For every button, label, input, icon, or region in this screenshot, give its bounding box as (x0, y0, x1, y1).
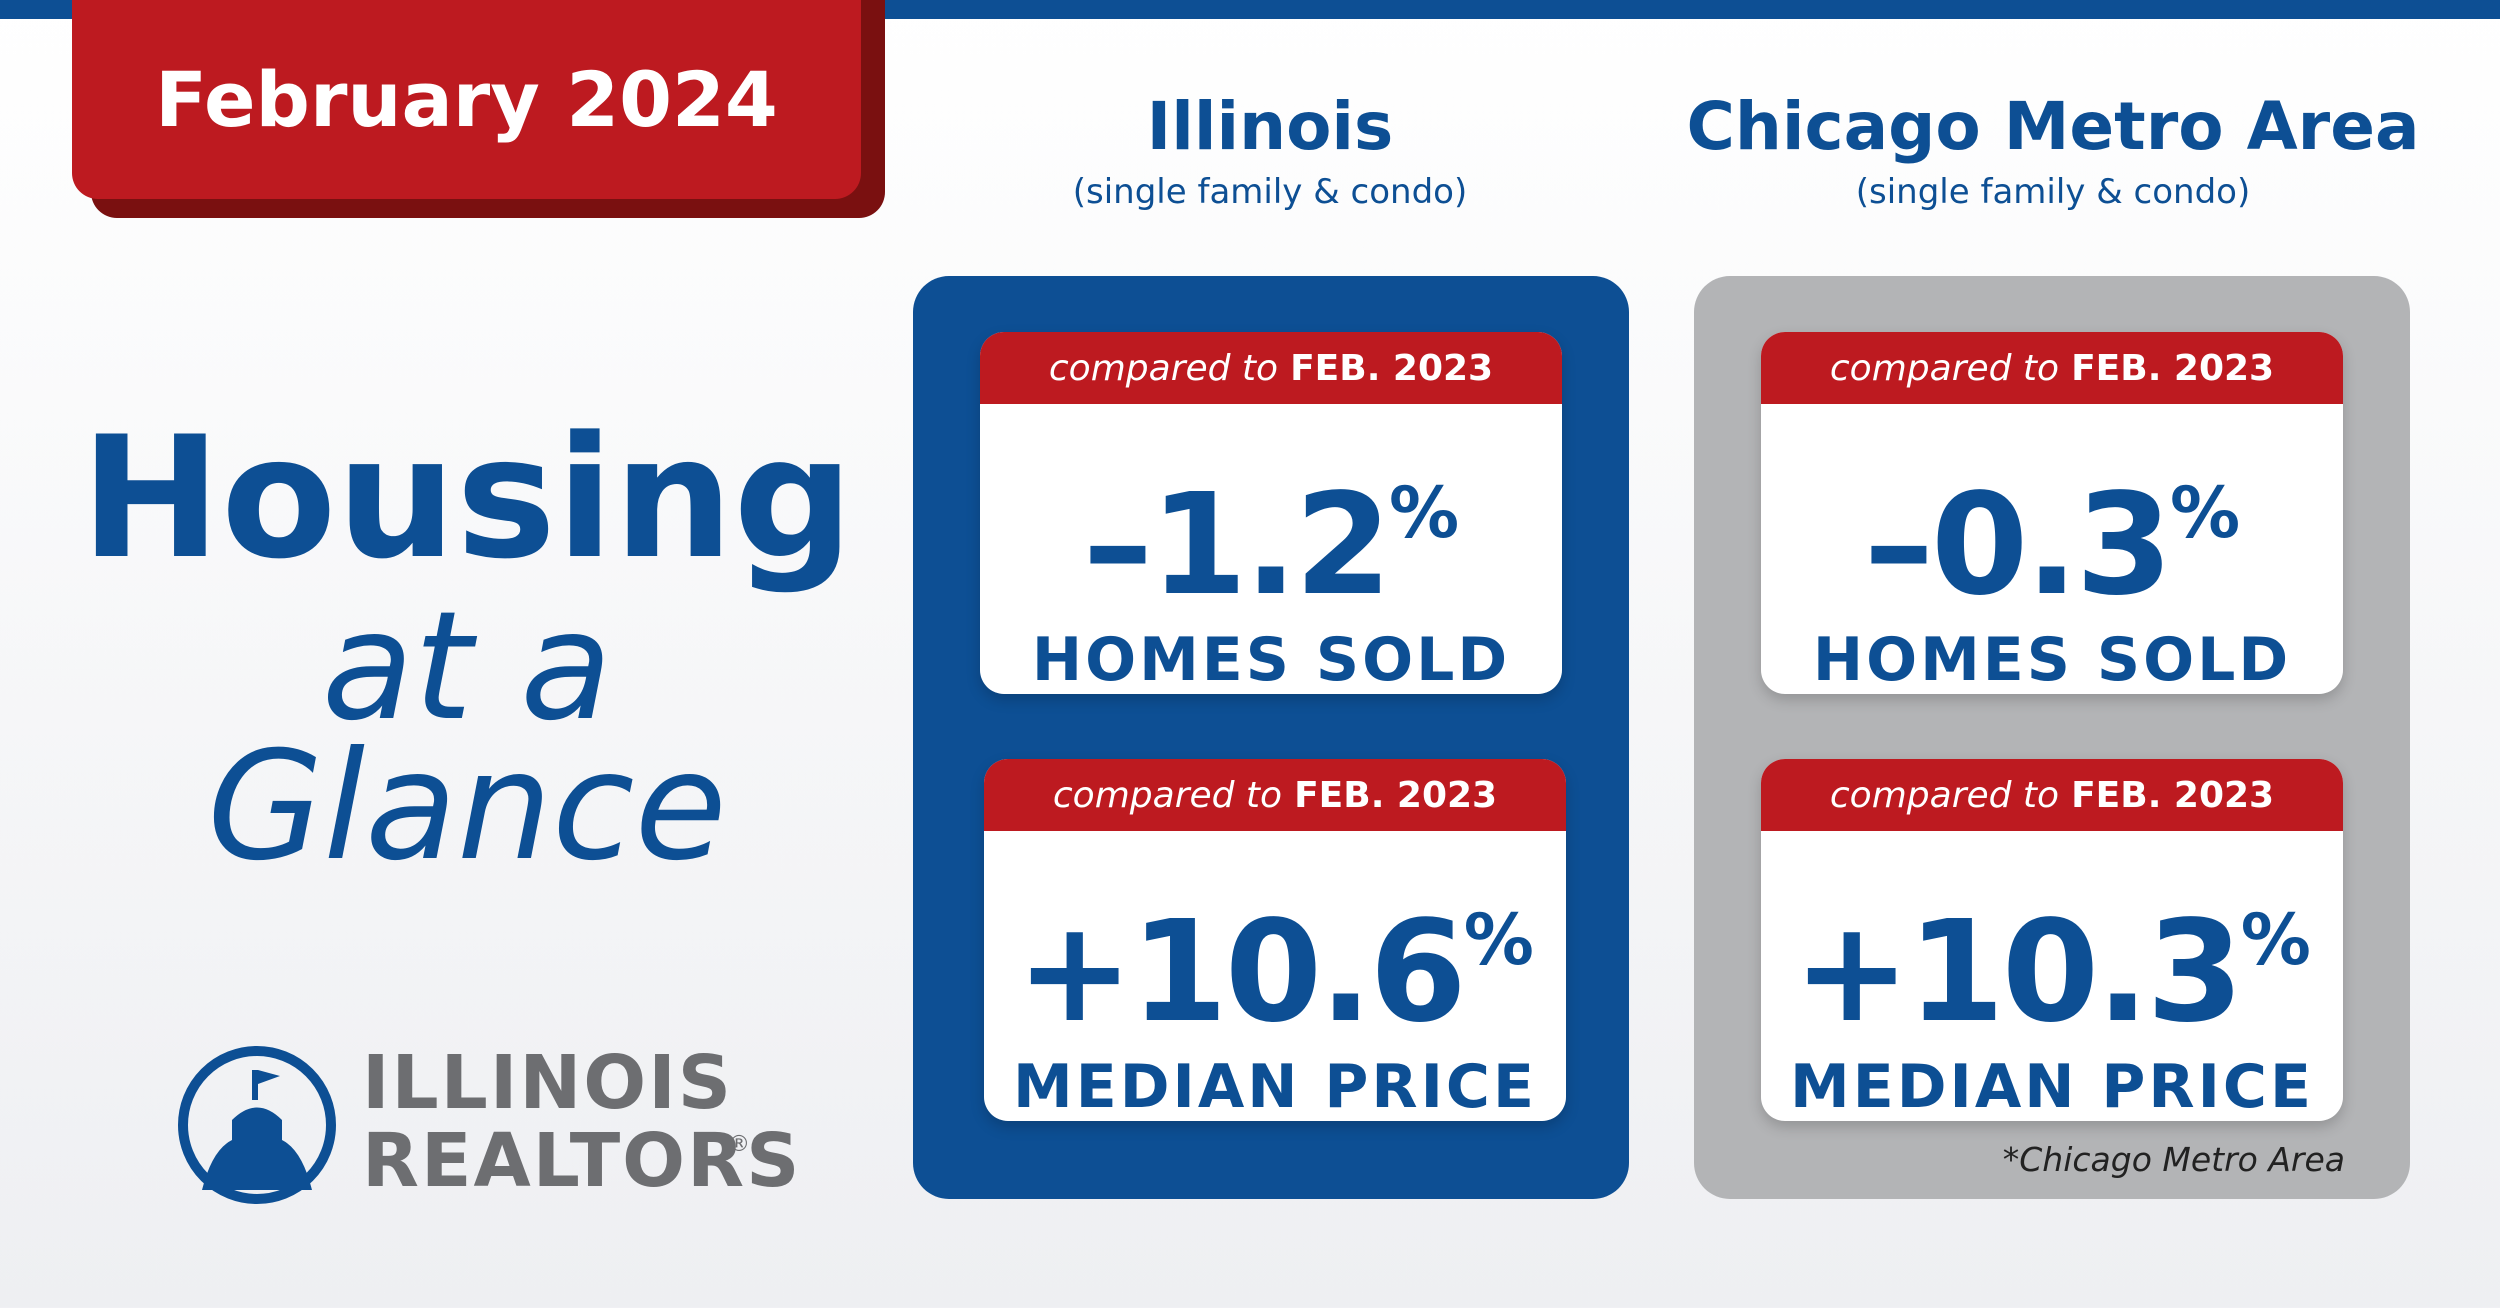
card-header: compared to FEB. 2023 (984, 759, 1566, 831)
value: –1.2 (1082, 464, 1392, 627)
stat-label: HOMES SOLD (1031, 625, 1511, 694)
logo-text: REALTORS (362, 1118, 802, 1204)
card-header: compared to FEB. 2023 (980, 332, 1562, 404)
compared-period: FEB. 2023 (1294, 774, 1498, 816)
unit: % (1463, 899, 1534, 981)
panel-title: Chicago Metro Area (1686, 88, 2420, 165)
stat-value: +10.6% (984, 865, 1566, 1048)
registered-mark: ® (728, 1132, 750, 1157)
card-header: compared to FEB. 2023 (1761, 332, 2343, 404)
compared-prefix: compared to (1829, 347, 2060, 389)
value: –0.3 (1863, 464, 2173, 627)
value: +10.3 (1793, 891, 2244, 1054)
headline: Glance (207, 720, 727, 894)
stat-value: –1.2% (980, 438, 1562, 621)
stat-label: MEDIAN PRICE (1790, 1052, 2314, 1121)
stat-value: +10.3% (1761, 865, 2343, 1048)
stat-card: compared to FEB. 2023 +10.3% MEDIAN PRICE (1761, 759, 2343, 1121)
compared-prefix: compared to (1829, 774, 2060, 816)
stat-card: compared to FEB. 2023 –1.2% HOMES SOLD (980, 332, 1562, 694)
stat-label: HOMES SOLD (1812, 625, 2292, 694)
stat-label: MEDIAN PRICE (1013, 1052, 1537, 1121)
headline: Housing (80, 400, 854, 596)
date-badge: February 2024 (72, 0, 861, 199)
logo-text: ILLINOIS (362, 1040, 734, 1126)
unit: % (2240, 899, 2311, 981)
headline: at a (321, 580, 613, 754)
compared-prefix: compared to (1052, 774, 1283, 816)
panel-subtitle: (single family & condo) (1072, 172, 1468, 212)
stat-card: compared to FEB. 2023 +10.6% MEDIAN PRICE (984, 759, 1566, 1121)
compared-period: FEB. 2023 (2071, 774, 2275, 816)
stat-card: compared to FEB. 2023 –0.3% HOMES SOLD (1761, 332, 2343, 694)
stat-value: –0.3% (1761, 438, 2343, 621)
logo-emblem (178, 1046, 336, 1204)
value: +10.6 (1016, 891, 1467, 1054)
unit: % (2169, 472, 2241, 554)
panel-title: Illinois (1146, 88, 1394, 165)
compared-prefix: compared to (1048, 347, 1279, 389)
compared-period: FEB. 2023 (1290, 347, 1494, 389)
unit: % (1388, 472, 1460, 554)
footnote: *Chicago Metro Area (2002, 1140, 2345, 1179)
compared-period: FEB. 2023 (2071, 347, 2275, 389)
card-header: compared to FEB. 2023 (1761, 759, 2343, 831)
panel-subtitle: (single family & condo) (1855, 172, 2251, 212)
